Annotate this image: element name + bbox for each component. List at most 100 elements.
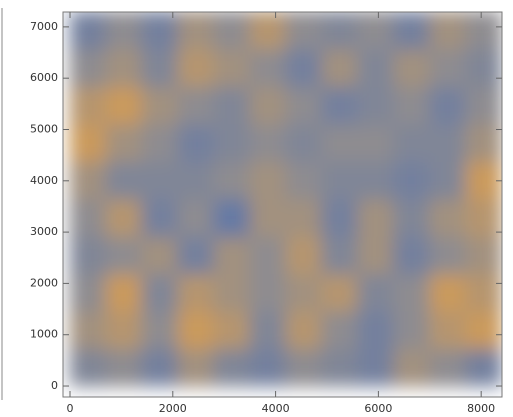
cell <box>465 160 502 200</box>
cell <box>177 160 215 200</box>
cell <box>321 48 359 87</box>
cell <box>105 160 143 200</box>
cell <box>249 198 287 237</box>
cell <box>429 310 467 350</box>
cell <box>393 198 431 237</box>
cell <box>321 348 359 387</box>
x-tick-label: 0 <box>66 402 73 415</box>
cell <box>465 235 502 275</box>
cell <box>177 310 215 350</box>
cell <box>69 348 107 387</box>
cell <box>465 348 502 387</box>
cell <box>429 160 467 200</box>
cell <box>249 235 287 275</box>
cell <box>321 235 359 275</box>
y-tick-label: 0 <box>51 379 58 392</box>
cell <box>321 160 359 200</box>
cell <box>177 123 215 162</box>
cell <box>213 12 251 50</box>
cell <box>177 348 215 387</box>
cell <box>105 235 143 275</box>
y-tick-label: 4000 <box>30 174 58 187</box>
cell <box>357 48 395 87</box>
x-tick-label: 8000 <box>467 402 495 415</box>
cell <box>177 85 215 125</box>
cell <box>69 48 107 87</box>
cell <box>249 310 287 350</box>
x-tick-label: 6000 <box>364 402 392 415</box>
cell <box>321 123 359 162</box>
cell <box>285 235 323 275</box>
cell <box>357 160 395 200</box>
cell <box>285 12 323 50</box>
cell <box>69 123 107 162</box>
cell <box>141 235 179 275</box>
cell <box>357 310 395 350</box>
cell <box>357 12 395 50</box>
cell <box>69 198 107 237</box>
cell <box>213 48 251 87</box>
cell <box>393 12 431 50</box>
cell <box>285 310 323 350</box>
cell <box>357 235 395 275</box>
cell <box>105 85 143 125</box>
cell <box>285 123 323 162</box>
x-tick-label: 2000 <box>159 402 187 415</box>
cell <box>141 160 179 200</box>
cell <box>213 235 251 275</box>
cell <box>213 310 251 350</box>
cell <box>141 85 179 125</box>
cell <box>429 48 467 87</box>
y-tick-label: 7000 <box>30 20 58 33</box>
heatmap <box>69 12 502 387</box>
cell <box>69 12 107 50</box>
cell <box>429 235 467 275</box>
cell <box>393 348 431 387</box>
cell <box>321 198 359 237</box>
y-tick-label: 2000 <box>30 276 58 289</box>
cell <box>141 123 179 162</box>
cell <box>69 310 107 350</box>
cell <box>393 160 431 200</box>
cell <box>249 348 287 387</box>
cell <box>213 123 251 162</box>
cell <box>141 12 179 50</box>
cell <box>393 48 431 87</box>
cell <box>285 273 323 312</box>
cell <box>249 12 287 50</box>
cell <box>285 48 323 87</box>
cell <box>357 198 395 237</box>
cell <box>465 123 502 162</box>
y-tick-label: 3000 <box>30 225 58 238</box>
cell <box>105 310 143 350</box>
cell <box>357 348 395 387</box>
cell <box>105 198 143 237</box>
cell <box>141 310 179 350</box>
cell <box>213 198 251 237</box>
cell <box>249 123 287 162</box>
cell <box>465 273 502 312</box>
cell <box>285 160 323 200</box>
cell <box>69 273 107 312</box>
cell <box>177 12 215 50</box>
cell <box>141 273 179 312</box>
cell <box>249 85 287 125</box>
cell <box>69 85 107 125</box>
cell <box>177 48 215 87</box>
cell <box>69 160 107 200</box>
cell <box>105 12 143 50</box>
cell <box>213 273 251 312</box>
cell <box>321 12 359 50</box>
cell <box>357 123 395 162</box>
cell <box>465 198 502 237</box>
cell <box>429 198 467 237</box>
cell <box>105 273 143 312</box>
x-tick-label: 4000 <box>262 402 290 415</box>
cell <box>177 235 215 275</box>
cell <box>69 235 107 275</box>
cell <box>465 310 502 350</box>
cell <box>393 123 431 162</box>
cell <box>141 348 179 387</box>
cell <box>357 85 395 125</box>
